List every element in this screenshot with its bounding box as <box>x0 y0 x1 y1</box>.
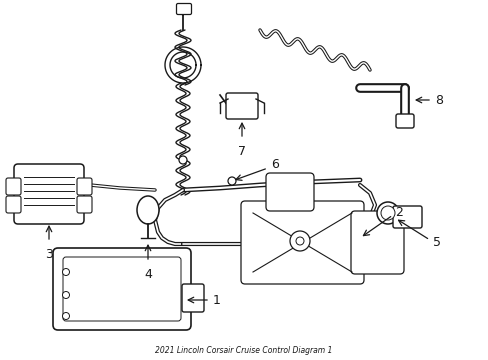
FancyBboxPatch shape <box>77 178 92 195</box>
FancyBboxPatch shape <box>182 284 203 312</box>
FancyBboxPatch shape <box>6 178 21 195</box>
Text: 2: 2 <box>394 206 402 219</box>
Circle shape <box>62 312 69 320</box>
FancyBboxPatch shape <box>265 173 313 211</box>
Circle shape <box>62 269 69 275</box>
Circle shape <box>179 156 186 164</box>
Circle shape <box>289 231 309 251</box>
Text: 4: 4 <box>144 268 152 281</box>
FancyBboxPatch shape <box>6 196 21 213</box>
Circle shape <box>227 177 236 185</box>
FancyBboxPatch shape <box>350 211 403 274</box>
FancyBboxPatch shape <box>14 164 84 224</box>
FancyBboxPatch shape <box>392 206 421 228</box>
Ellipse shape <box>380 206 394 220</box>
Text: 8: 8 <box>434 94 442 107</box>
Circle shape <box>295 237 304 245</box>
FancyBboxPatch shape <box>395 114 413 128</box>
FancyBboxPatch shape <box>77 196 92 213</box>
FancyBboxPatch shape <box>241 201 363 284</box>
FancyBboxPatch shape <box>63 257 181 321</box>
Circle shape <box>62 292 69 298</box>
FancyBboxPatch shape <box>225 93 258 119</box>
Text: 2021 Lincoln Corsair Cruise Control Diagram 1: 2021 Lincoln Corsair Cruise Control Diag… <box>155 346 332 355</box>
Text: 6: 6 <box>270 158 278 171</box>
Text: 3: 3 <box>45 248 53 261</box>
Ellipse shape <box>137 196 159 224</box>
Text: 1: 1 <box>213 293 221 306</box>
FancyBboxPatch shape <box>53 248 191 330</box>
FancyBboxPatch shape <box>176 4 191 14</box>
Ellipse shape <box>376 202 398 224</box>
Text: 7: 7 <box>238 145 245 158</box>
Text: 5: 5 <box>432 237 440 249</box>
